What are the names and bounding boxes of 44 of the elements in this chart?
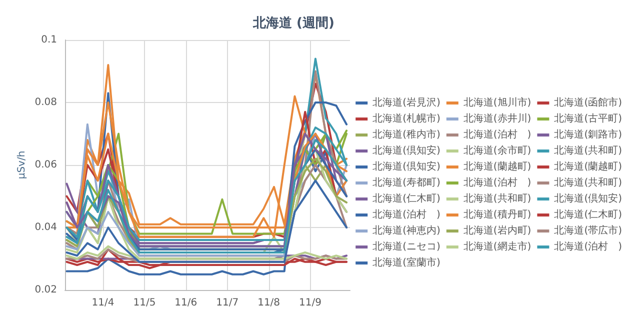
legend-label: 北海道(泊村 ) [554, 240, 622, 252]
legend-label: 北海道(神恵内) [372, 224, 440, 236]
legend-label: 北海道(網走市) [463, 240, 532, 252]
legend-label: 北海道(帯広市) [554, 224, 622, 236]
legend-label: 北海道(岩内町) [463, 224, 532, 236]
legend-label: 北海道(蘭越町) [463, 160, 532, 172]
legend-label: 北海道(余市町) [463, 144, 532, 156]
legend-label: 北海道(岩見沢) [372, 96, 440, 108]
legend-label: 北海道(泊村 ) [463, 128, 532, 140]
y-tick-label: 0.04 [34, 222, 57, 233]
y-axis-title: μSv/h [16, 150, 28, 180]
legend-label: 北海道(蘭越町) [554, 160, 622, 172]
legend-label: 北海道(倶知安) [554, 192, 622, 204]
x-tick-label: 11/6 [174, 298, 198, 308]
legend-label: 北海道(古平町) [554, 112, 622, 124]
legend-label: 北海道(積丹町) [463, 208, 532, 220]
legend-label: 北海道(倶知安) [372, 144, 440, 156]
x-tick-label: 11/8 [258, 298, 280, 308]
y-tick-label: 0.02 [34, 284, 57, 296]
legend-label: 北海道(旭川市) [463, 96, 532, 108]
legend-label: 北海道(共和町) [554, 144, 622, 156]
x-tick-label: 11/7 [216, 298, 239, 308]
legend-label: 北海道(泊村 ) [463, 176, 532, 188]
x-tick-label: 11/4 [92, 298, 114, 308]
legend-label: 北海道(泊村 ) [372, 208, 440, 220]
x-tick-label: 11/5 [133, 298, 156, 308]
legend-label: 北海道(共和町) [463, 192, 532, 204]
legend-label: 北海道(共和町) [554, 176, 622, 188]
legend-label: 北海道(仁木町) [372, 192, 440, 204]
legend-label: 北海道(赤井川) [463, 112, 532, 124]
legend-label: 北海道(札幌市) [372, 112, 440, 124]
legend-label: 北海道(室蘭市) [372, 256, 440, 268]
legend-label: 北海道(稚内市) [372, 128, 440, 140]
legend-label: 北海道(ニセコ) [372, 240, 440, 252]
x-tick-label: 11/9 [299, 298, 322, 308]
legend-label: 北海道(倶知安) [372, 160, 440, 172]
y-tick-label: 0.1 [41, 34, 57, 46]
legend-label: 北海道(釧路市) [554, 128, 622, 140]
y-tick-label: 0.08 [34, 97, 57, 108]
legend-label: 北海道(函館市) [554, 96, 622, 108]
legend-label: 北海道(寿都町) [372, 176, 440, 188]
y-tick-label: 0.06 [34, 160, 57, 170]
chart-title: 北海道 (週間) [252, 16, 334, 31]
legend-label: 北海道(仁木町) [554, 208, 622, 220]
